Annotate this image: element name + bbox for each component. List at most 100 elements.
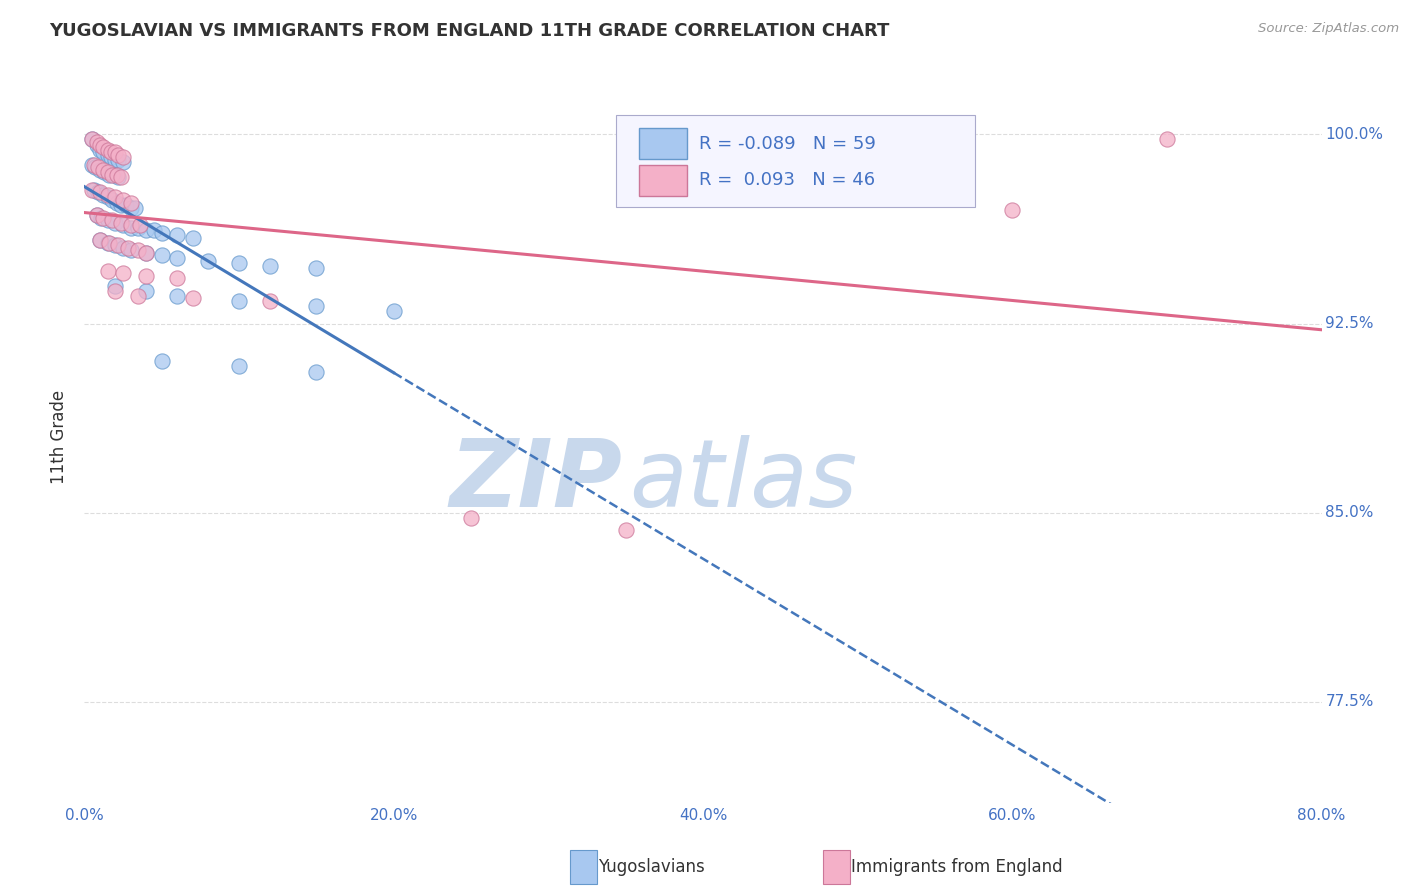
Point bbox=[89, 162, 111, 177]
Point bbox=[166, 251, 188, 265]
Point bbox=[103, 168, 125, 182]
Point bbox=[228, 293, 250, 308]
Point bbox=[305, 261, 328, 276]
Point bbox=[305, 364, 328, 378]
FancyBboxPatch shape bbox=[638, 165, 688, 195]
Point bbox=[112, 266, 135, 280]
Point bbox=[1156, 132, 1178, 146]
Point bbox=[104, 238, 127, 252]
Text: R =  0.093   N = 46: R = 0.093 N = 46 bbox=[699, 171, 876, 189]
Y-axis label: 11th Grade: 11th Grade bbox=[51, 390, 69, 484]
Point bbox=[101, 213, 124, 227]
Point bbox=[104, 278, 127, 293]
Point bbox=[135, 246, 157, 260]
Point bbox=[86, 208, 108, 222]
Point bbox=[98, 235, 121, 250]
Point bbox=[135, 284, 157, 298]
Point bbox=[112, 150, 135, 164]
Point bbox=[120, 195, 142, 210]
Point bbox=[1001, 203, 1024, 218]
Point bbox=[96, 188, 118, 202]
Point bbox=[104, 145, 127, 159]
Point bbox=[228, 359, 250, 374]
Point bbox=[124, 201, 146, 215]
Point bbox=[150, 226, 173, 240]
Point bbox=[101, 193, 124, 207]
Point bbox=[82, 158, 104, 172]
Point bbox=[86, 208, 108, 222]
Point bbox=[91, 211, 114, 225]
Point bbox=[100, 150, 122, 164]
Point bbox=[105, 168, 128, 182]
Text: 100.0%: 100.0% bbox=[1326, 127, 1384, 142]
Point bbox=[460, 510, 482, 524]
Point bbox=[120, 201, 142, 215]
Point bbox=[127, 244, 149, 258]
FancyBboxPatch shape bbox=[616, 115, 976, 207]
Point bbox=[104, 284, 127, 298]
Point bbox=[91, 188, 114, 202]
Point bbox=[87, 186, 110, 200]
Point bbox=[382, 304, 405, 318]
Text: R = -0.089   N = 59: R = -0.089 N = 59 bbox=[699, 135, 876, 153]
Point bbox=[166, 289, 188, 303]
Point bbox=[127, 220, 149, 235]
Point bbox=[82, 132, 104, 146]
Point bbox=[112, 218, 135, 232]
Point bbox=[120, 218, 142, 232]
Point bbox=[110, 198, 132, 212]
Point bbox=[107, 147, 129, 161]
Point bbox=[96, 263, 118, 277]
Point bbox=[112, 155, 135, 169]
Point bbox=[166, 228, 188, 243]
Point bbox=[96, 235, 118, 250]
Point bbox=[89, 137, 111, 152]
Point bbox=[197, 253, 219, 268]
Point bbox=[91, 145, 114, 159]
Point bbox=[150, 248, 173, 262]
Point bbox=[104, 216, 127, 230]
Point bbox=[112, 241, 135, 255]
Point bbox=[91, 140, 114, 154]
Text: Yugoslavians: Yugoslavians bbox=[598, 858, 704, 876]
Point bbox=[91, 162, 114, 177]
Text: Immigrants from England: Immigrants from England bbox=[851, 858, 1063, 876]
Point bbox=[83, 183, 105, 197]
Point bbox=[96, 213, 118, 227]
Point bbox=[89, 233, 111, 247]
Point bbox=[93, 165, 115, 179]
Point bbox=[259, 293, 281, 308]
Point bbox=[96, 147, 118, 161]
Point bbox=[83, 158, 105, 172]
Point bbox=[86, 135, 108, 149]
Text: Source: ZipAtlas.com: Source: ZipAtlas.com bbox=[1258, 22, 1399, 36]
Point bbox=[181, 231, 204, 245]
Point bbox=[107, 153, 129, 167]
Point bbox=[166, 271, 188, 285]
Point bbox=[107, 238, 129, 252]
Point bbox=[96, 190, 118, 204]
Point bbox=[110, 216, 132, 230]
Text: 77.5%: 77.5% bbox=[1326, 694, 1374, 709]
Point bbox=[120, 244, 142, 258]
Point bbox=[82, 183, 104, 197]
Point bbox=[82, 132, 104, 146]
Point bbox=[110, 170, 132, 185]
Point bbox=[614, 524, 637, 538]
Point bbox=[89, 233, 111, 247]
Text: atlas: atlas bbox=[628, 435, 858, 526]
Point bbox=[98, 168, 121, 182]
Text: YUGOSLAVIAN VS IMMIGRANTS FROM ENGLAND 11TH GRADE CORRELATION CHART: YUGOSLAVIAN VS IMMIGRANTS FROM ENGLAND 1… bbox=[49, 22, 890, 40]
Point bbox=[107, 170, 129, 185]
Point bbox=[135, 246, 157, 260]
Point bbox=[96, 143, 118, 157]
Point bbox=[115, 198, 138, 212]
Text: 92.5%: 92.5% bbox=[1326, 316, 1374, 331]
Point bbox=[104, 153, 127, 167]
Point bbox=[90, 211, 112, 225]
Point bbox=[101, 168, 124, 182]
Point bbox=[112, 193, 135, 207]
Point bbox=[96, 165, 118, 179]
Text: ZIP: ZIP bbox=[450, 435, 623, 527]
Point bbox=[100, 145, 122, 159]
